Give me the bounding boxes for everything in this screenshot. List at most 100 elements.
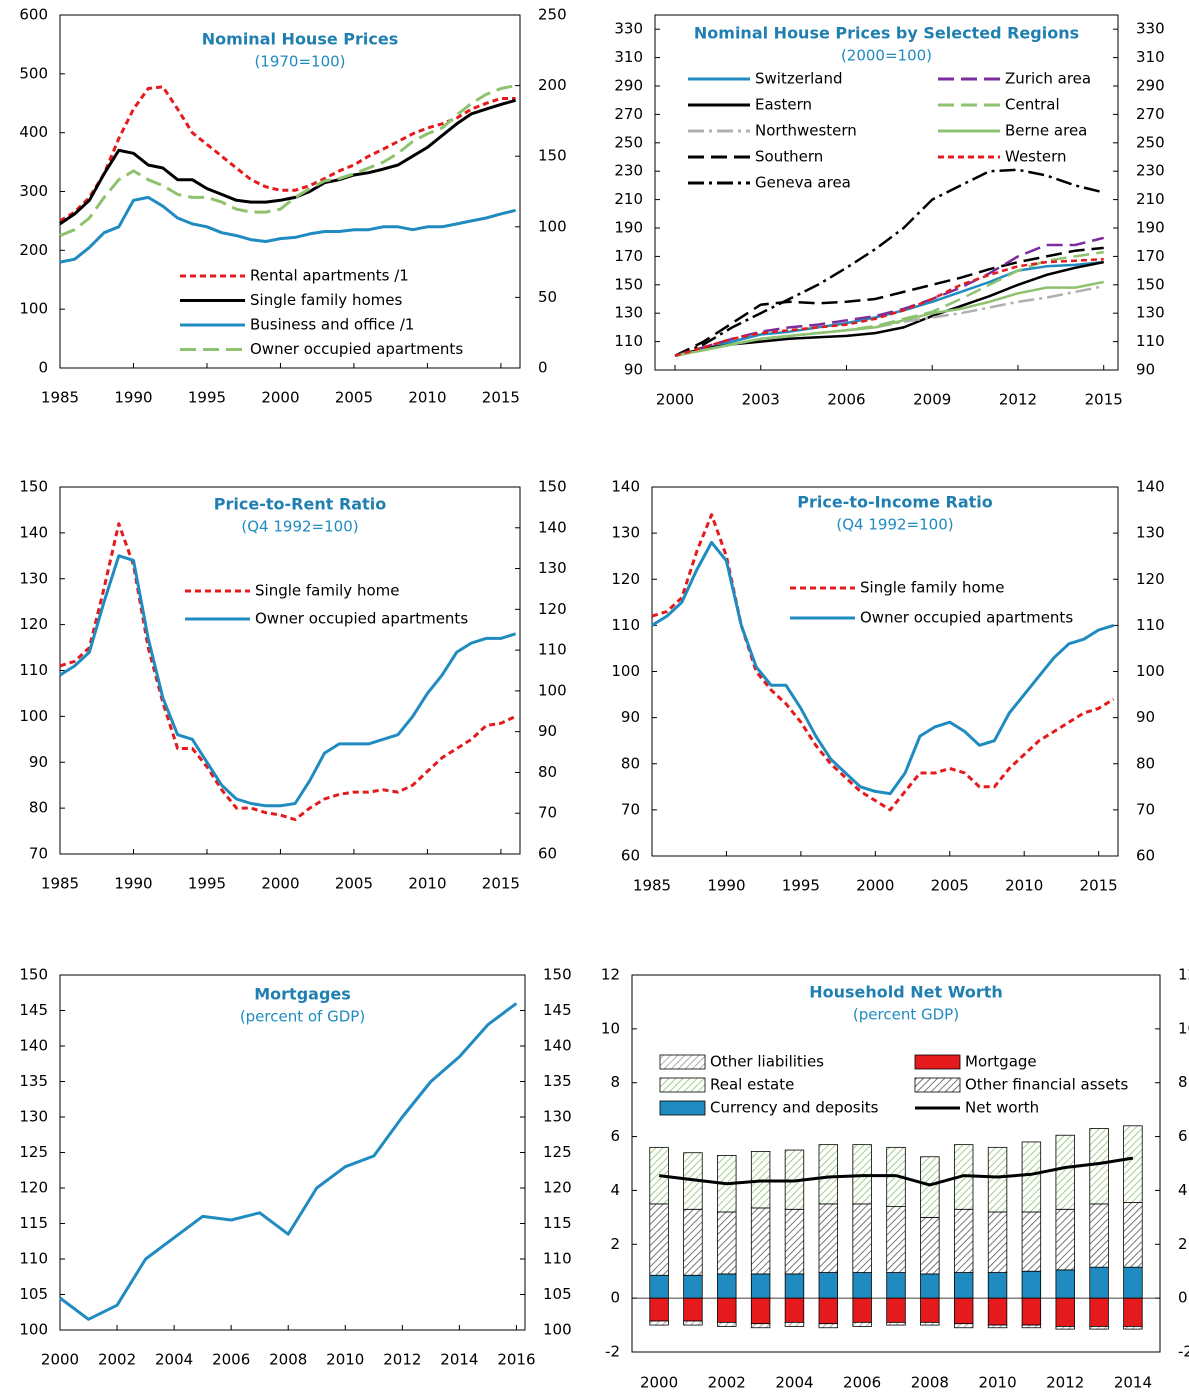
bar bbox=[717, 1297, 737, 1323]
y-tick-label: 140 bbox=[19, 1037, 48, 1055]
x-tick-label: 2015 bbox=[1085, 391, 1123, 409]
y2-tick-label: 190 bbox=[1136, 219, 1165, 237]
y2-tick-label: 100 bbox=[538, 217, 567, 235]
y2-tick-label: 105 bbox=[543, 1285, 572, 1303]
x-tick-label: 2000 bbox=[261, 389, 299, 407]
bar bbox=[649, 1274, 669, 1299]
x-tick-label: 1990 bbox=[114, 875, 152, 893]
y-tick-label: 120 bbox=[19, 1179, 48, 1197]
y2-tick-label: 0 bbox=[538, 359, 548, 377]
y2-tick-label: 150 bbox=[1136, 275, 1165, 293]
bar bbox=[1089, 1266, 1109, 1299]
plot-frame bbox=[59, 974, 526, 1331]
y-tick-label: 500 bbox=[19, 64, 48, 82]
y2-tick-label: 125 bbox=[543, 1143, 572, 1161]
x-tick-label: 2008 bbox=[911, 1374, 949, 1392]
y2-tick-label: 70 bbox=[1136, 800, 1155, 818]
series-line bbox=[674, 236, 1105, 357]
chart-subtitle: (Q4 1992=100) bbox=[836, 516, 953, 534]
bar bbox=[1123, 1326, 1143, 1330]
legend-label: Berne area bbox=[1005, 122, 1087, 140]
bar bbox=[1123, 1202, 1143, 1268]
legend-label: Net worth bbox=[965, 1099, 1039, 1117]
y-tick-label: 210 bbox=[614, 190, 643, 208]
series-line bbox=[59, 85, 516, 223]
y2-tick-label: 140 bbox=[1136, 478, 1165, 496]
series-line bbox=[651, 513, 1115, 812]
x-tick-label: 2012 bbox=[383, 1351, 421, 1369]
x-tick-label: 2009 bbox=[913, 391, 951, 409]
y-tick-label: 8 bbox=[610, 1073, 620, 1091]
y2-tick-label: 8 bbox=[1178, 1073, 1188, 1091]
y2-tick-label: 100 bbox=[538, 681, 567, 699]
bar bbox=[1089, 1128, 1109, 1205]
x-tick-label: 2010 bbox=[1005, 877, 1043, 895]
bar bbox=[852, 1272, 872, 1299]
x-tick-label: 2005 bbox=[335, 389, 373, 407]
bar bbox=[649, 1320, 669, 1326]
y2-tick-label: 100 bbox=[1136, 662, 1165, 680]
x-tick-label: 2012 bbox=[999, 391, 1037, 409]
bar bbox=[886, 1272, 906, 1299]
legend-label: Single family home bbox=[860, 579, 1004, 597]
y2-tick-label: 145 bbox=[543, 1001, 572, 1019]
x-tick-label: 2010 bbox=[408, 875, 446, 893]
y2-tick-label: 110 bbox=[1136, 332, 1165, 350]
series-line bbox=[651, 540, 1114, 796]
x-tick-label: 2014 bbox=[1114, 1374, 1152, 1392]
bar bbox=[818, 1323, 839, 1329]
y2-tick-label: 90 bbox=[1136, 708, 1155, 726]
legend-label: Geneva area bbox=[755, 174, 851, 192]
y-tick-label: 2 bbox=[610, 1235, 620, 1253]
y2-tick-label: 170 bbox=[1136, 247, 1165, 265]
y-tick-label: 110 bbox=[611, 616, 640, 634]
y-tick-label: 6 bbox=[610, 1127, 620, 1145]
chart-subtitle: (percent GDP) bbox=[853, 1006, 959, 1024]
y2-tick-label: 100 bbox=[543, 1321, 572, 1339]
chart-title: Nominal House Prices by Selected Regions bbox=[694, 24, 1079, 43]
legend-label: Business and office /1 bbox=[250, 316, 414, 334]
y-tick-label: 130 bbox=[19, 569, 48, 587]
bar bbox=[683, 1274, 703, 1299]
bar bbox=[717, 1321, 737, 1327]
legend-label: Mortgage bbox=[965, 1053, 1037, 1071]
y2-tick-label: 80 bbox=[1136, 754, 1155, 772]
x-tick-label: 1990 bbox=[707, 877, 745, 895]
legend-label: Central bbox=[1005, 96, 1060, 114]
bar bbox=[784, 1208, 805, 1275]
bar bbox=[987, 1297, 1008, 1326]
series-line bbox=[59, 195, 516, 264]
chart-title: Mortgages bbox=[254, 985, 351, 1004]
x-tick-label: 2003 bbox=[742, 391, 780, 409]
y2-tick-label: 330 bbox=[1136, 20, 1165, 38]
series-line bbox=[674, 284, 1104, 358]
bar bbox=[649, 1297, 669, 1322]
y2-tick-label: 250 bbox=[1136, 133, 1165, 151]
bar bbox=[649, 1203, 669, 1276]
y-tick-label: 115 bbox=[19, 1214, 48, 1232]
bar bbox=[818, 1297, 839, 1325]
x-tick-label: 2014 bbox=[440, 1351, 478, 1369]
bar bbox=[818, 1144, 839, 1205]
x-tick-label: 1985 bbox=[633, 877, 671, 895]
bar bbox=[1055, 1134, 1075, 1210]
bar bbox=[784, 1273, 805, 1299]
legend-swatch bbox=[659, 1100, 706, 1116]
y-tick-label: 300 bbox=[19, 182, 48, 200]
y2-tick-label: 130 bbox=[538, 559, 567, 577]
y2-tick-label: 270 bbox=[1136, 105, 1165, 123]
y2-tick-label: 12 bbox=[1178, 966, 1189, 984]
series-line bbox=[674, 257, 1104, 357]
series-line bbox=[658, 1156, 1134, 1187]
x-tick-label: 1985 bbox=[41, 875, 79, 893]
bar bbox=[852, 1321, 872, 1327]
legend-label: Single family home bbox=[255, 582, 399, 600]
y2-tick-label: 250 bbox=[538, 6, 567, 24]
y2-tick-label: 6 bbox=[1178, 1127, 1188, 1145]
y-tick-label: 400 bbox=[19, 123, 48, 141]
bar bbox=[987, 1324, 1008, 1329]
y2-tick-label: 70 bbox=[538, 804, 557, 822]
x-tick-label: 2000 bbox=[261, 875, 299, 893]
x-tick-label: 2006 bbox=[212, 1351, 250, 1369]
legend-label: Southern bbox=[755, 148, 823, 166]
